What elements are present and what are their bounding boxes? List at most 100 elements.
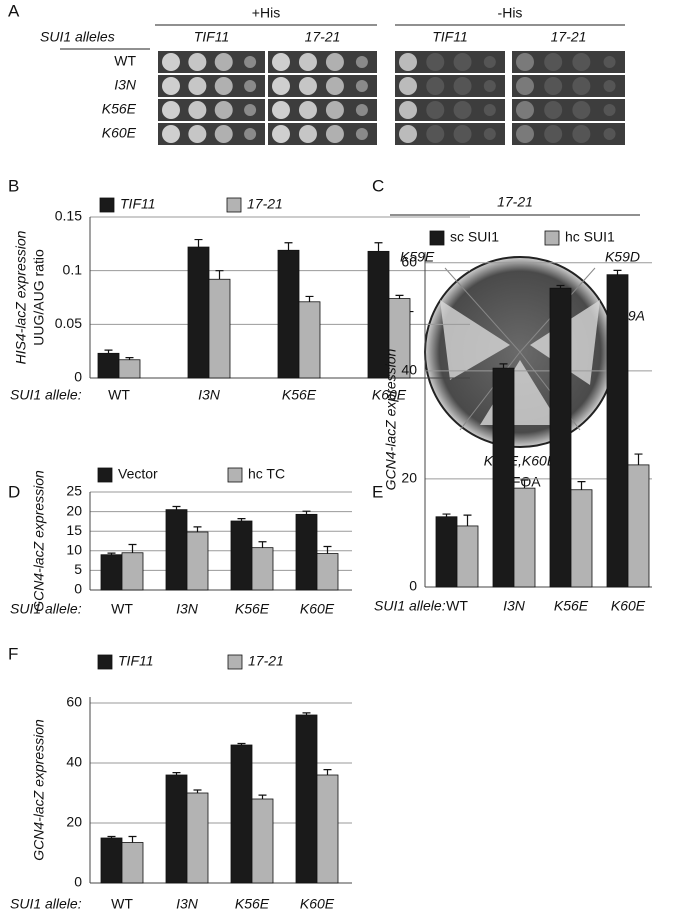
spot [355, 104, 368, 116]
spot [162, 125, 180, 143]
spot [399, 101, 417, 119]
panel-letter: A [8, 1, 20, 20]
error-bar [613, 269, 622, 275]
panel-letter: F [8, 644, 18, 663]
condition-label: -His [498, 5, 523, 21]
row-label: WT [114, 53, 136, 69]
bar [208, 278, 231, 379]
spot [272, 53, 290, 71]
spot [325, 53, 344, 71]
bar [295, 714, 318, 884]
x-tick-label: I3N [503, 598, 526, 614]
panel-letter: E [372, 482, 383, 501]
x-tick-label: K60E [611, 598, 646, 614]
error-bar [305, 295, 314, 302]
spot [426, 53, 445, 71]
plate-strip [395, 75, 505, 97]
spot [272, 101, 290, 119]
plate-strip [268, 99, 377, 121]
bar [513, 487, 536, 588]
plate-strip [268, 75, 377, 97]
x-axis-label: SUI1 allele: [10, 896, 82, 912]
y-tick-label: 25 [66, 483, 82, 499]
spot [272, 77, 290, 95]
bar [118, 359, 141, 379]
spot [214, 101, 233, 119]
bar [165, 509, 188, 591]
error-bar [193, 789, 202, 793]
spot [399, 53, 417, 71]
plate-strip [268, 123, 377, 145]
legend-swatch [97, 467, 113, 483]
y-axis-label: GCN4-lacZ expression [31, 470, 47, 612]
legend-swatch [227, 654, 243, 670]
spot [355, 56, 368, 68]
legend-label: TIF11 [118, 653, 154, 669]
spot [355, 80, 368, 92]
bar [97, 352, 120, 379]
spot [244, 104, 257, 116]
x-axis-label: SUI1 allele: [10, 387, 82, 403]
x-tick-label: I3N [198, 387, 221, 403]
plate-strip [158, 51, 265, 73]
spot [244, 80, 257, 92]
error-bar [395, 294, 404, 299]
bar [187, 246, 210, 379]
error-bar [172, 772, 181, 775]
spot [298, 125, 317, 143]
sector-label: K59E [400, 249, 435, 265]
bar [186, 792, 209, 884]
error-bar [172, 505, 181, 510]
spot [426, 77, 445, 95]
x-tick-label: I3N [176, 601, 199, 617]
x-tick-label: K60E [300, 601, 335, 617]
y-tick-label: 0 [74, 369, 82, 385]
spot [188, 101, 207, 119]
legend-label: 17-21 [247, 196, 283, 212]
x-tick-label: K56E [554, 598, 589, 614]
y-tick-label: 40 [66, 754, 82, 770]
y-tick-label: 60 [401, 254, 417, 270]
x-tick-label: K56E [235, 601, 270, 617]
row-label: K56E [102, 101, 137, 117]
sector-label: K59D [605, 249, 640, 265]
spot [516, 53, 534, 71]
legend-label: 17-21 [248, 653, 284, 669]
bar [251, 798, 274, 884]
bar [298, 301, 321, 379]
x-tick-label: K56E [235, 896, 270, 912]
error-bar [193, 526, 202, 532]
bar [316, 553, 339, 591]
spot [244, 56, 257, 68]
error-bar [499, 363, 508, 369]
error-bar [125, 357, 134, 360]
error-bar [258, 794, 267, 799]
plate-strip [395, 99, 505, 121]
y-tick-label: 20 [401, 470, 417, 486]
legend-label: hc SUI1 [565, 229, 615, 245]
x-tick-label: WT [111, 601, 133, 617]
spot [453, 53, 472, 71]
spot [298, 53, 317, 71]
error-bar [237, 518, 246, 522]
y-tick-label: 0 [74, 874, 82, 890]
spot [453, 125, 472, 143]
spot [483, 80, 496, 92]
spot [214, 77, 233, 95]
legend-swatch [227, 467, 243, 483]
legend-swatch [544, 230, 560, 246]
spot [426, 101, 445, 119]
y-axis-label: UUG/AUG ratio [31, 249, 47, 346]
spot [244, 128, 257, 140]
plate-strip [158, 123, 265, 145]
y-tick-label: 0 [74, 581, 82, 597]
error-bar [237, 742, 246, 745]
y-axis-label: GCN4-lacZ expression [31, 719, 47, 861]
spot [516, 125, 534, 143]
error-bar [215, 270, 224, 280]
legend-swatch [99, 197, 115, 213]
strain-label: 17-21 [497, 194, 533, 210]
condition-label: +His [252, 5, 280, 21]
error-bar [323, 545, 332, 554]
